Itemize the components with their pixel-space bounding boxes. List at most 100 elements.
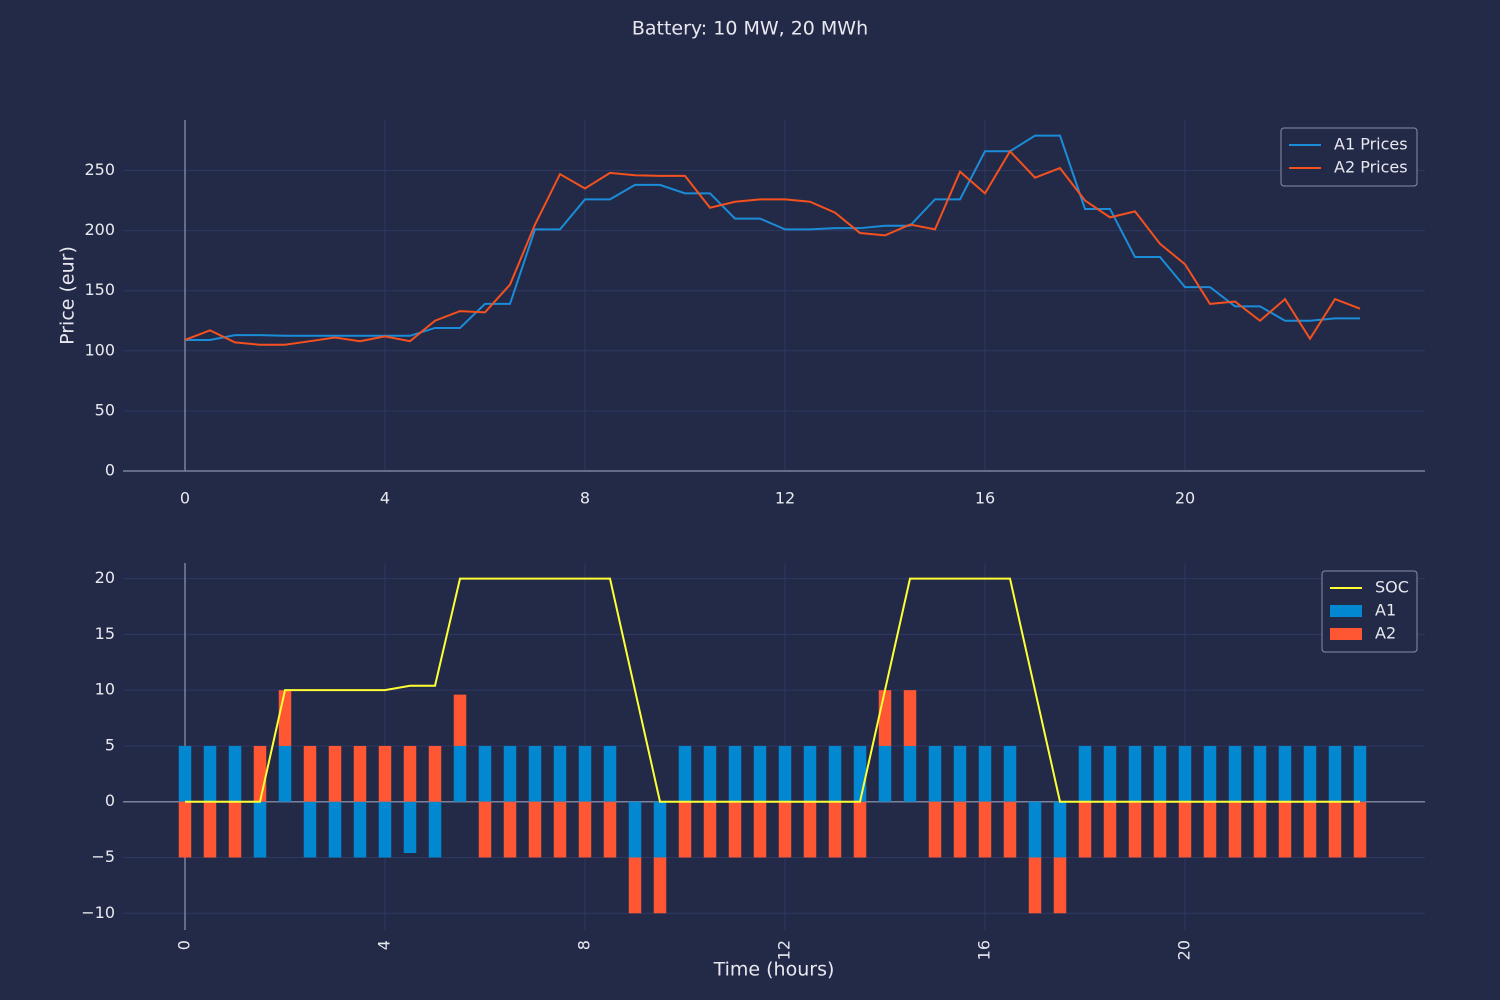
y-tick-label: 200	[84, 220, 115, 239]
x-tick-label: 8	[580, 489, 590, 508]
bar	[1053, 857, 1067, 914]
bar	[1078, 801, 1092, 858]
y-tick-label: −5	[91, 847, 115, 866]
x-tick-label: 20	[1175, 940, 1194, 960]
bar	[1103, 801, 1117, 858]
bar	[1228, 745, 1242, 802]
bar	[878, 690, 892, 746]
bar	[803, 801, 817, 858]
bar	[1278, 801, 1292, 858]
bar	[203, 745, 217, 802]
legend-swatch	[1330, 628, 1362, 640]
bar	[1253, 801, 1267, 858]
bar	[428, 745, 442, 802]
bar	[228, 801, 242, 858]
bar	[303, 745, 317, 802]
bar	[228, 745, 242, 802]
line	[185, 577, 1360, 803]
y-tick-label: 10	[95, 680, 115, 699]
bar	[628, 801, 642, 858]
bar	[1203, 801, 1217, 858]
bar	[728, 745, 742, 802]
bar	[803, 745, 817, 802]
y-tick-label: 100	[84, 340, 115, 359]
y-axis-label: Price (eur)	[57, 246, 79, 345]
bar	[1103, 745, 1117, 802]
bar	[903, 690, 917, 746]
bar	[253, 745, 267, 802]
bar	[428, 801, 442, 858]
x-tick-label: 0	[175, 940, 194, 950]
bar	[828, 801, 842, 858]
x-axis-label: Time (hours)	[713, 959, 835, 981]
bar	[1303, 801, 1317, 858]
x-tick-label: 16	[975, 940, 994, 960]
bar	[703, 745, 717, 802]
x-tick-label: 20	[1175, 489, 1195, 508]
bar	[1278, 745, 1292, 802]
bar	[328, 801, 342, 858]
bar	[1153, 801, 1167, 858]
bar	[203, 801, 217, 858]
bar	[378, 745, 392, 802]
bar	[403, 745, 417, 802]
bar	[553, 801, 567, 858]
bar	[328, 745, 342, 802]
bar	[953, 801, 967, 858]
bar	[978, 745, 992, 802]
legend-swatch	[1330, 605, 1362, 617]
y-tick-label: 15	[95, 624, 115, 643]
bar	[178, 745, 192, 802]
y-tick-label: −10	[81, 903, 115, 922]
bar	[1028, 801, 1042, 858]
bar	[1053, 801, 1067, 858]
bar	[578, 745, 592, 802]
bar	[978, 801, 992, 858]
bar	[1128, 745, 1142, 802]
bar	[253, 801, 267, 858]
bar	[528, 801, 542, 858]
bar	[1328, 745, 1342, 802]
legend-label: SOC	[1375, 578, 1409, 597]
bar	[453, 745, 467, 802]
bar	[678, 801, 692, 858]
bar	[1228, 801, 1242, 858]
bar	[778, 745, 792, 802]
bar	[1253, 745, 1267, 802]
legend-label: A1 Prices	[1334, 135, 1408, 154]
bar	[1153, 745, 1167, 802]
bar	[678, 745, 692, 802]
bar	[403, 801, 417, 854]
bar	[353, 801, 367, 858]
y-tick-label: 0	[105, 791, 115, 810]
x-tick-label: 12	[775, 940, 794, 960]
bar	[1078, 745, 1092, 802]
bar	[303, 801, 317, 858]
bar	[753, 745, 767, 802]
bar	[753, 801, 767, 858]
y-tick-label: 20	[95, 568, 115, 587]
bar	[1353, 745, 1367, 802]
bar	[603, 745, 617, 802]
bar	[728, 801, 742, 858]
bar	[503, 801, 517, 858]
bar	[553, 745, 567, 802]
x-tick-label: 8	[575, 940, 594, 950]
x-tick-label: 12	[775, 489, 795, 508]
bar	[1128, 801, 1142, 858]
bar	[1303, 745, 1317, 802]
bar	[1003, 801, 1017, 858]
legend-box	[1280, 127, 1418, 187]
bar	[1203, 745, 1217, 802]
bar	[1178, 745, 1192, 802]
bar	[828, 745, 842, 802]
bar	[353, 745, 367, 802]
bar	[778, 801, 792, 858]
bar	[653, 857, 667, 914]
bar	[478, 801, 492, 858]
bar	[1328, 801, 1342, 858]
legend-label: A2	[1375, 624, 1396, 643]
bar	[178, 801, 192, 858]
